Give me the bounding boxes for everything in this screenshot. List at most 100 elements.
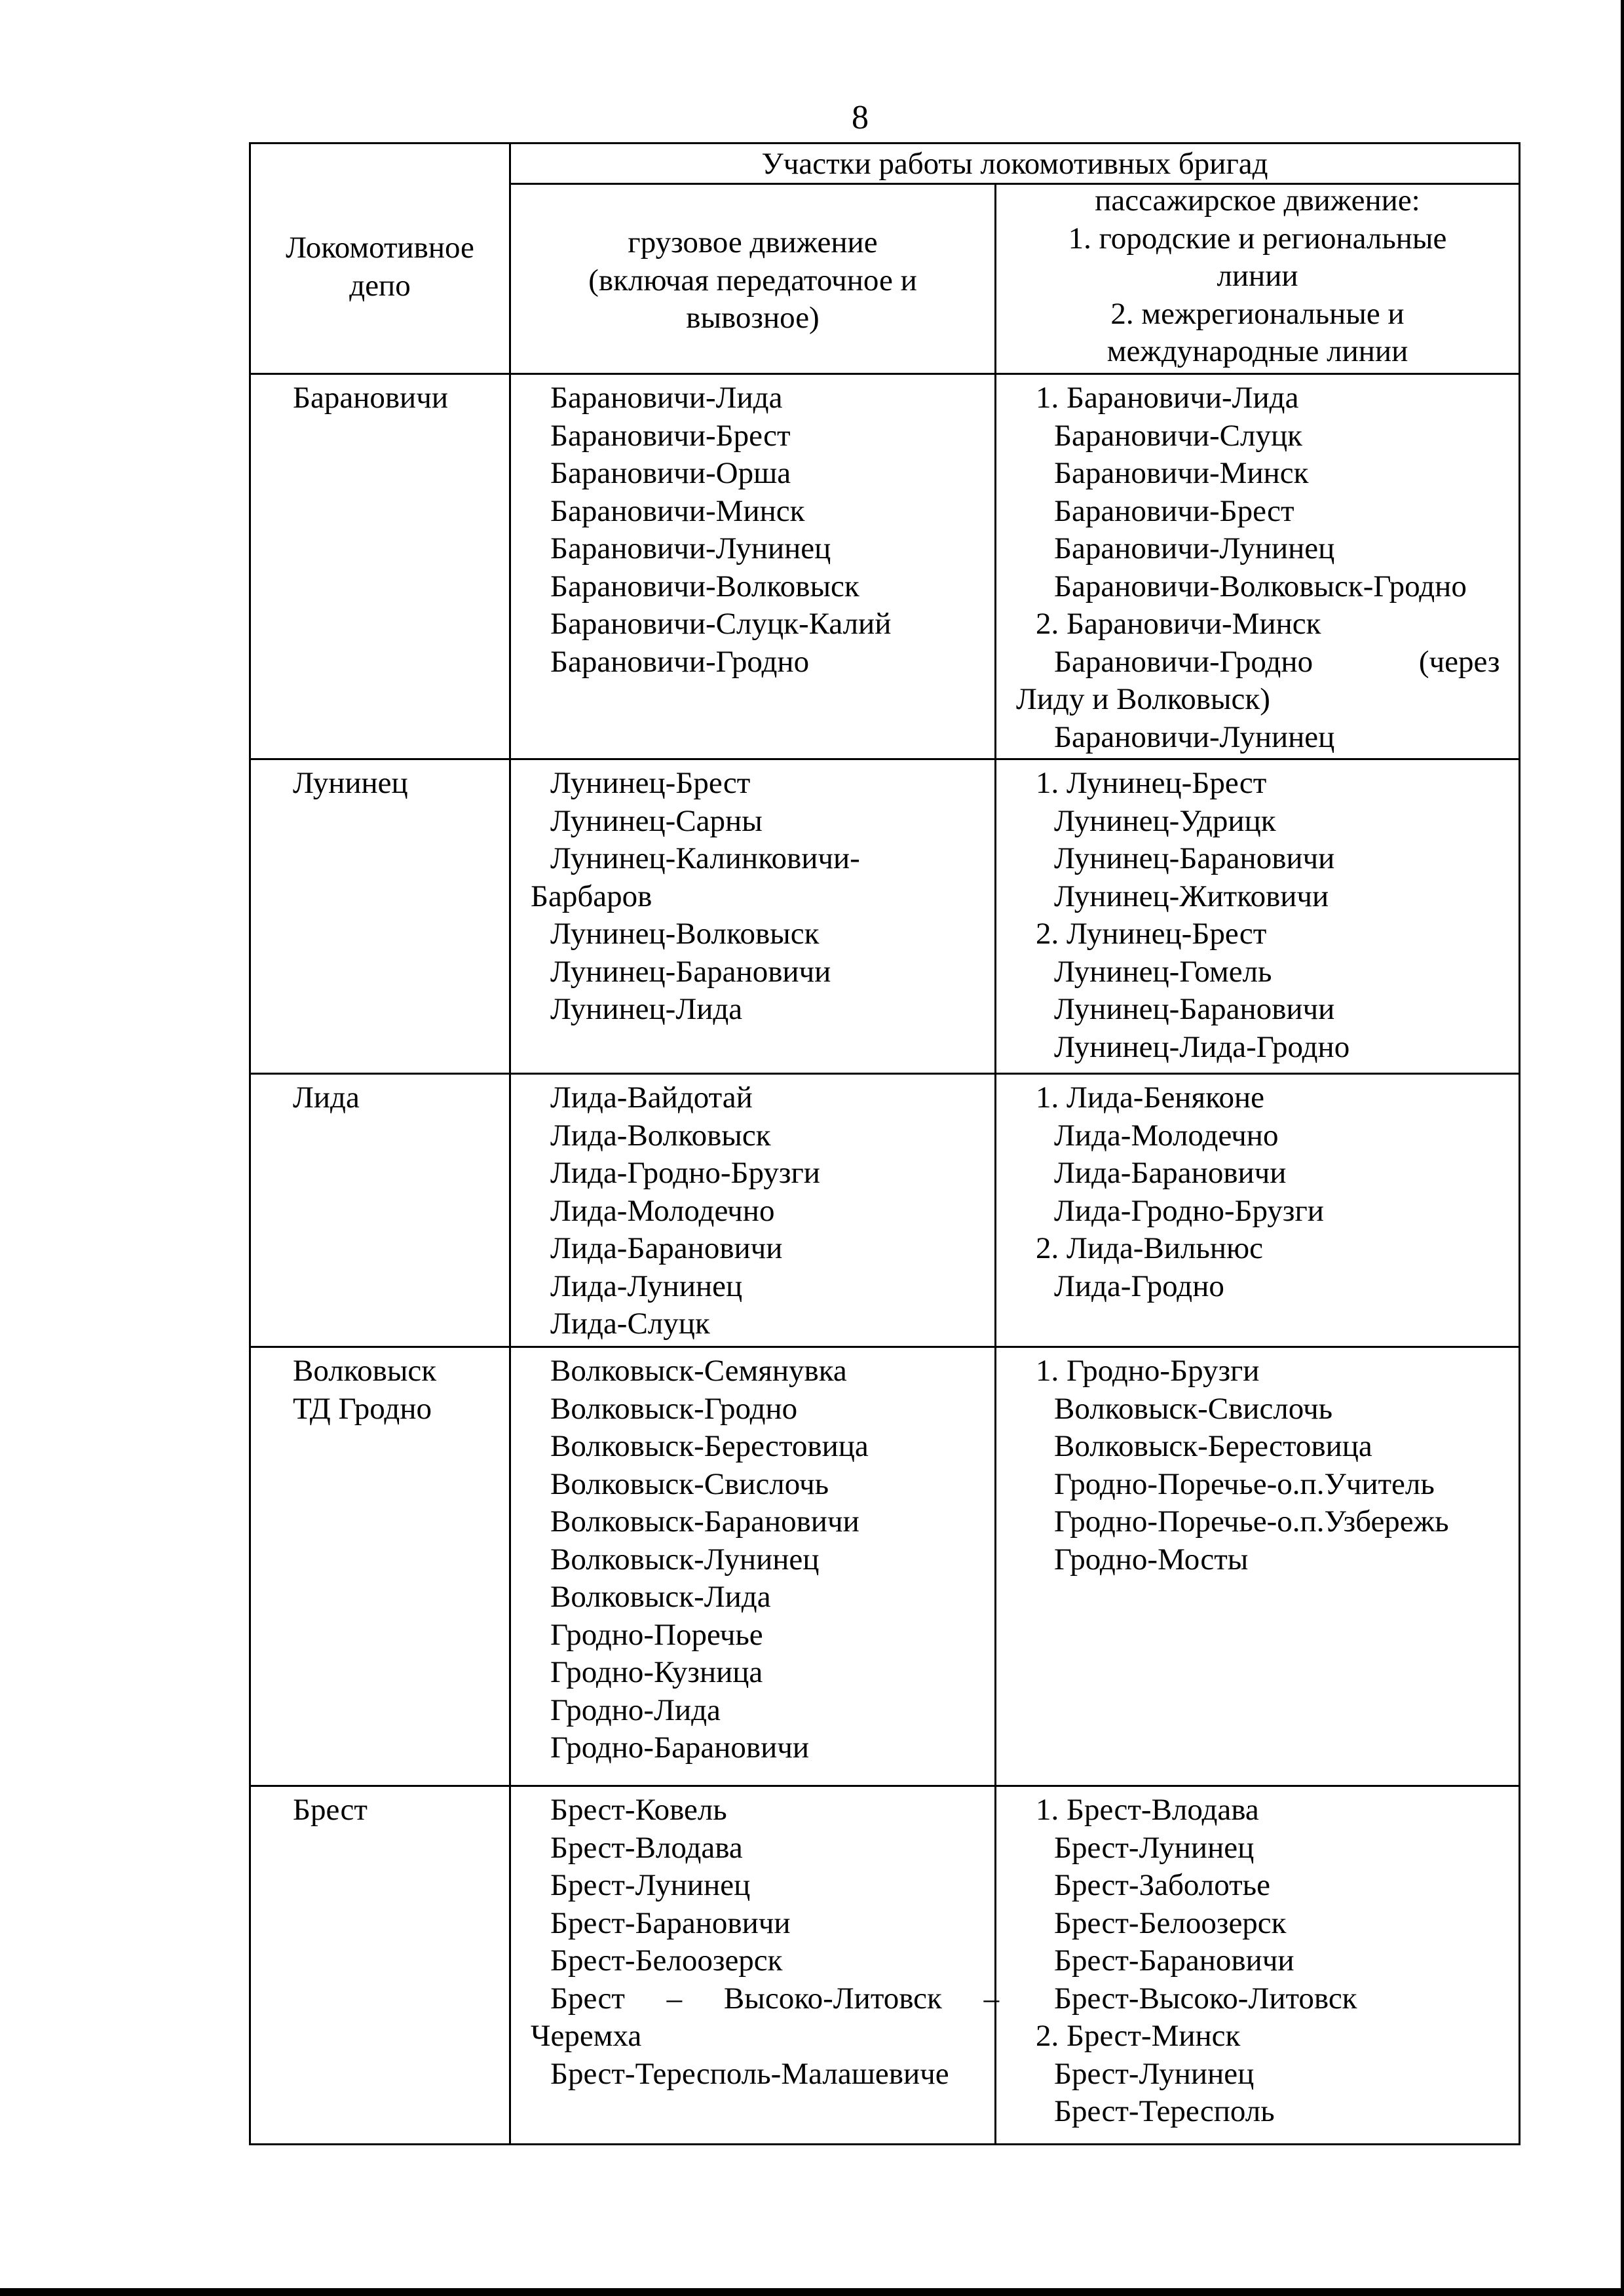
route-item: Барановичи-Слуцк-Калий [550, 607, 892, 641]
route-item: Барановичи-Слуцк [1054, 418, 1302, 453]
route-item: Гродно-Поречье [550, 1617, 763, 1652]
cell-depot: Барановичи [251, 379, 509, 417]
route-item: Лунинец-Лида-Гродно [1054, 1029, 1350, 1064]
route-item: Барбаров [531, 879, 652, 913]
route-item: Гродно-Мосты [1054, 1542, 1249, 1577]
row-divider [249, 1346, 1520, 1348]
route-item: Брест-Белоозерск [1054, 1905, 1287, 1940]
route-item: Лида-Волковыск [550, 1118, 771, 1153]
route-item: Лида-Гродно-Брузги [1054, 1193, 1324, 1228]
route-item: Брест-Барановичи [550, 1905, 791, 1940]
route-item: Брест-Тересполь-Малашевиче [550, 2056, 949, 2091]
route-item: Барановичи-Орша [550, 456, 791, 490]
header-passenger-line: 2. межрегиональные и [1110, 296, 1405, 331]
route-item: Волковыск-Свислочь [1054, 1391, 1333, 1426]
route-item: Лунинец-Удрицк [1054, 803, 1276, 838]
route-item: Волковыск-Семянувка [550, 1354, 847, 1388]
route-item: Барановичи-Волковыск-Гродно [1054, 569, 1467, 603]
depot-name: Лунинец [293, 766, 408, 800]
route-item: Гродно-Поречье-о.п.Узбережь [1054, 1504, 1449, 1539]
header-passenger-line: пассажирское движение: [1095, 183, 1420, 218]
route-item: Брест-Высоко-Литовск [1054, 1981, 1357, 2016]
header-depot-line: депо [349, 268, 411, 303]
row-divider [249, 1073, 1520, 1075]
route-item: Лунинец-Волковыск [550, 917, 820, 951]
row-divider [249, 373, 1520, 375]
header-freight-line: (включая передаточное и [588, 263, 917, 297]
row-divider [249, 758, 1520, 760]
route-item: Лида-Гродно-Брузги [550, 1156, 820, 1190]
table-border-left [249, 142, 251, 2145]
route-item: Лунинец-Барановичи [1054, 841, 1335, 875]
cell-passenger: 1. Барановичи-Лида Барановичи-Слуцк Барано… [996, 379, 1519, 756]
route-item: 2. Барановичи-Минск [1036, 607, 1321, 641]
cell-depot: Лунинец [251, 765, 509, 803]
route-item: 2. Лунинец-Брест [1036, 917, 1267, 951]
route-item: Барановичи-Лунинец [550, 531, 831, 565]
depot-name: Барановичи [293, 381, 448, 415]
cell-depot: Волковыск ТД Гродно [251, 1352, 509, 1428]
header-depot: Локомотивное депо [251, 229, 509, 305]
route-item: Волковыск-Гродно [550, 1391, 798, 1426]
route-item: Лунинец-Сарны [550, 803, 763, 838]
route-item: 1. Брест-Влодава [1036, 1793, 1259, 1827]
depot-name: Волковыск [293, 1354, 437, 1388]
header-divider [509, 183, 1520, 185]
route-item: Лунинец-Барановичи [1054, 992, 1335, 1026]
cell-passenger: 1. Гродно-Брузги Волковыск-Свислочь Волков… [996, 1352, 1519, 1578]
route-item: Брест-Лунинец [1054, 2056, 1255, 2091]
route-item: Лунинец-Житковичи [1054, 879, 1329, 913]
route-item: Лида-Вайдотай [550, 1081, 753, 1115]
route-item: 1. Лида-Беняконе [1036, 1081, 1265, 1115]
route-item: Барановичи-Лида [550, 381, 783, 415]
route-item: 1. Гродно-Брузги [1036, 1354, 1260, 1388]
route-item: Лида-Молодечно [550, 1193, 775, 1228]
route-item: 2. Брест-Минск [1036, 2019, 1241, 2053]
route-item: Брест – Высоко-Литовск – [550, 1981, 1000, 2016]
cell-freight: Брест-Ковель Брест-Влодава Брест-Лунинец Бр… [511, 1791, 1000, 2093]
route-item: Барановичи-Минск [550, 493, 805, 528]
cell-passenger: 1. Брест-Влодава Брест-Лунинец Брест-Забол… [996, 1791, 1519, 2131]
route-item: Лида-Слуцк [550, 1307, 710, 1341]
header-freight-line: вывозное) [686, 301, 820, 335]
route-item: Лунинец-Брест [550, 766, 751, 800]
cell-depot: Лида [251, 1079, 509, 1117]
route-item: Волковыск-Лида [550, 1580, 771, 1614]
route-item: Лиду и Волковыск) [1016, 682, 1270, 716]
depot-name: Лида [293, 1081, 360, 1115]
route-item: Барановичи-Минск [1054, 456, 1309, 490]
route-item: Лида-Молодечно [1054, 1118, 1279, 1153]
route-item: Барановичи-Гродно [550, 644, 810, 679]
route-item: Лида-Барановичи [1054, 1156, 1287, 1190]
route-item: Барановичи-Лунинец [1054, 531, 1335, 565]
route-item: Гродно-Кузница [550, 1655, 763, 1689]
route-item: Брест-Тересполь [1054, 2094, 1275, 2128]
route-item: Гродно-Лида [550, 1693, 721, 1727]
route-item: Волковыск-Берестовица [1054, 1429, 1372, 1463]
scan-edge [1621, 0, 1624, 2296]
header-passenger-line: международные линии [1106, 334, 1408, 368]
route-item: Лунинец-Лида [550, 992, 743, 1026]
cell-freight: Барановичи-Лида Барановичи-Брест Баранович… [511, 379, 994, 681]
header-passenger: пассажирское движение: 1. городские и ре… [996, 182, 1519, 371]
route-item: Брест-Лунинец [1054, 1830, 1255, 1865]
route-item: Барановичи-Волковыск [550, 569, 859, 603]
route-item: Лида-Гродно [1054, 1269, 1224, 1303]
column-divider [994, 183, 996, 2145]
cell-freight: Лида-Вайдотай Лида-Волковыск Лида-Гродно-Б… [511, 1079, 994, 1343]
route-item: Лунинец-Калинковичи- [550, 841, 860, 875]
route-item: Барановичи-Брест [550, 418, 791, 453]
route-item: Брест-Влодава [550, 1830, 743, 1865]
route-item: Барановичи-Гродно (через [1054, 644, 1500, 679]
route-item: 1. Барановичи-Лида [1036, 381, 1299, 415]
header-depot-line: Локомотивное [286, 231, 474, 265]
route-item: Брест-Барановичи [1054, 1943, 1294, 1978]
cell-freight: Лунинец-Брест Лунинец-Сарны Лунинец-Калинк… [511, 765, 994, 1029]
cell-passenger: 1. Лида-Беняконе Лида-Молодечно Лида-Баран… [996, 1079, 1519, 1305]
depot-name: ТД Гродно [293, 1391, 432, 1426]
depot-name: Брест [293, 1793, 368, 1827]
route-item: Лунинец-Гомель [1054, 954, 1272, 989]
header-passenger-line: 1. городские и региональные [1068, 221, 1447, 256]
route-item: Волковыск-Берестовица [550, 1429, 869, 1463]
route-item: Лида-Лунинец [550, 1269, 743, 1303]
